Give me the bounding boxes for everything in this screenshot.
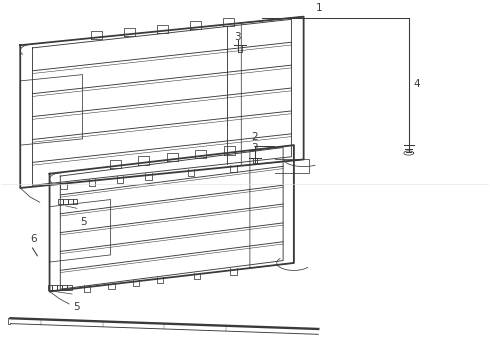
Text: 3: 3 bbox=[234, 32, 241, 42]
Text: 2: 2 bbox=[251, 132, 258, 142]
Text: 5: 5 bbox=[73, 302, 80, 312]
Text: 3: 3 bbox=[251, 143, 258, 153]
Text: 5: 5 bbox=[80, 216, 87, 226]
Text: 1: 1 bbox=[316, 3, 322, 13]
Text: 4: 4 bbox=[414, 80, 420, 90]
Text: 6: 6 bbox=[30, 234, 37, 244]
